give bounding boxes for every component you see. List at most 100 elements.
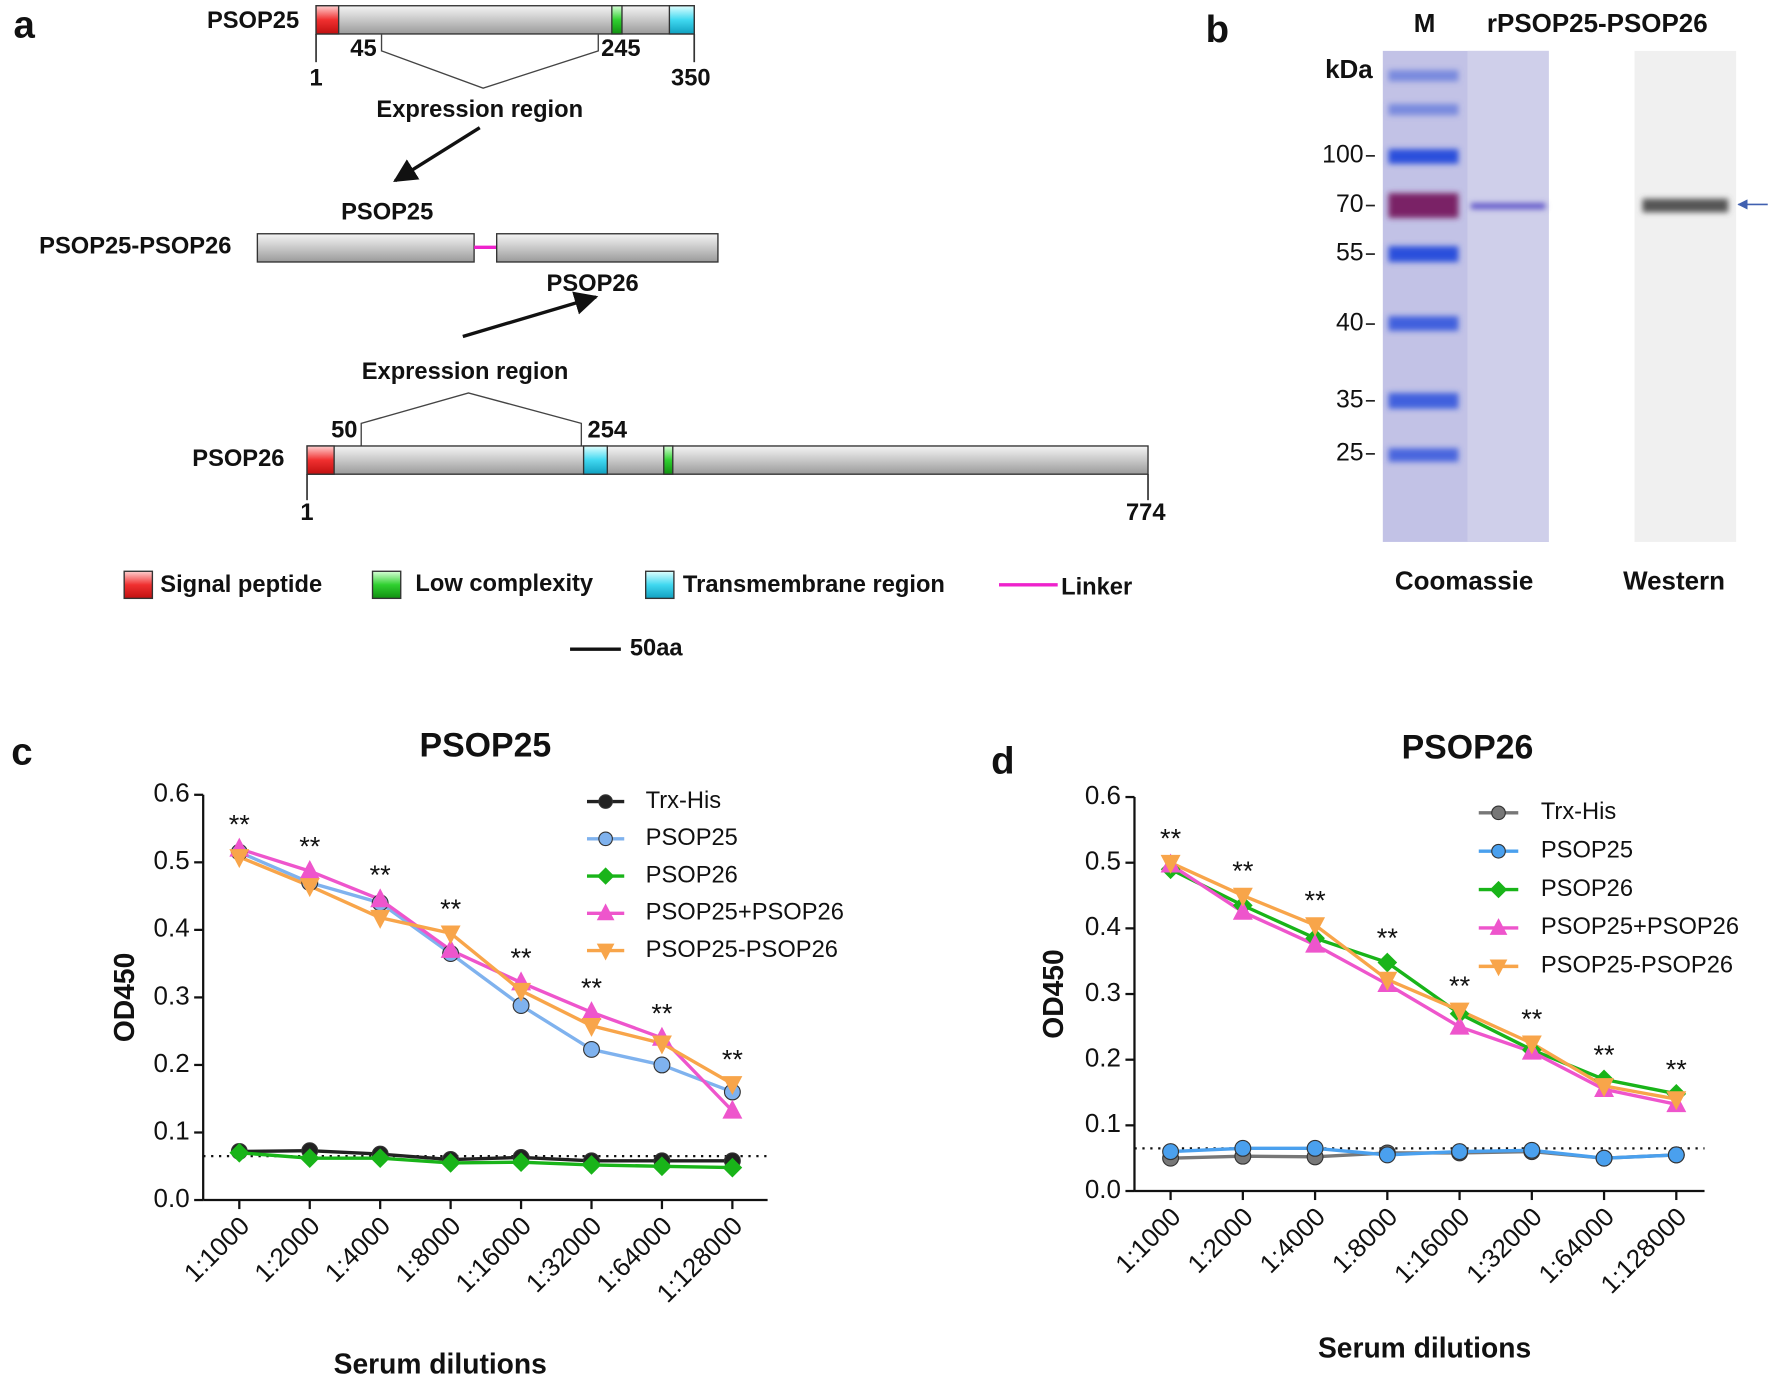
mw-labels: 100 70 55 40 35 25 bbox=[1322, 141, 1375, 466]
y-axis-label: OD450 bbox=[1037, 949, 1069, 1038]
data-point bbox=[299, 878, 320, 898]
y-tick-label: 0.4 bbox=[1085, 911, 1121, 941]
data-point bbox=[370, 909, 391, 929]
psop26-diagram: Expression region 50 254 PSOP26 1 774 bbox=[192, 359, 1166, 526]
legend-label: PSOP25-PSOP26 bbox=[1541, 953, 1733, 979]
legend-label: PSOP26 bbox=[1541, 876, 1633, 902]
x-tick-label: 1:4000 bbox=[319, 1210, 396, 1287]
data-point bbox=[651, 1035, 672, 1055]
data-point bbox=[1234, 1139, 1252, 1157]
legend-swatch bbox=[371, 570, 402, 600]
gel-band bbox=[1388, 70, 1459, 82]
x-tick-label: 1:2000 bbox=[248, 1210, 325, 1287]
western-blot bbox=[1634, 50, 1737, 542]
data-point bbox=[722, 1076, 743, 1096]
series-line bbox=[238, 855, 734, 1086]
line-chart: PSOP26 OD450 Serum dilutions 0.0 0.1 0.2 0.3 0.… bbox=[1037, 729, 1739, 1364]
protein-label: PSOP26 bbox=[192, 446, 284, 472]
legend-marker bbox=[1491, 805, 1506, 821]
data-point bbox=[1595, 1149, 1613, 1167]
marker-bands bbox=[1388, 70, 1546, 462]
region-bracket bbox=[360, 392, 583, 446]
data-point bbox=[722, 1157, 743, 1178]
data-point bbox=[370, 1148, 391, 1168]
significance: ** bbox=[1594, 1039, 1616, 1070]
legend-swatch bbox=[645, 570, 675, 600]
protein-label: PSOP25-PSOP26 bbox=[39, 234, 231, 260]
y-tick-label: 0.3 bbox=[154, 980, 190, 1010]
series-line bbox=[238, 847, 734, 1113]
series-line bbox=[238, 850, 733, 1094]
series-line bbox=[1169, 861, 1677, 1101]
y-tick-label: 0.2 bbox=[154, 1048, 190, 1078]
data-point bbox=[1305, 917, 1326, 937]
panel-letter: d bbox=[991, 739, 1014, 782]
x-tick-label: 1:1000 bbox=[178, 1210, 255, 1287]
data-point bbox=[1377, 952, 1398, 973]
data-point bbox=[440, 1153, 461, 1173]
position: 350 bbox=[671, 65, 711, 91]
position: 1 bbox=[309, 65, 322, 91]
data-point bbox=[583, 1040, 600, 1058]
gel-band bbox=[1388, 448, 1459, 462]
data-point bbox=[581, 1017, 602, 1037]
legend-label: Signal peptide bbox=[160, 572, 322, 598]
y-tick-label: 0.2 bbox=[1085, 1043, 1121, 1073]
x-tick-label: 1:32000 bbox=[1460, 1201, 1548, 1289]
arrow bbox=[393, 126, 481, 183]
signal-peptide bbox=[306, 445, 335, 475]
legend-swatch bbox=[123, 570, 154, 600]
position: 45 bbox=[350, 36, 376, 62]
significance: ** bbox=[651, 998, 673, 1029]
legend-label: PSOP26 bbox=[646, 862, 738, 888]
data-point bbox=[581, 1155, 602, 1175]
region-label: Expression region bbox=[362, 359, 569, 385]
series-line bbox=[1169, 863, 1677, 1106]
scale-label: 50aa bbox=[630, 635, 684, 661]
domain-legend: Signal peptide Low complexity Transmembr… bbox=[123, 570, 1132, 661]
data-point bbox=[1305, 933, 1326, 953]
data-point bbox=[299, 1148, 320, 1168]
legend-label: Low complexity bbox=[415, 571, 594, 597]
protein-bar bbox=[496, 233, 719, 263]
gel-band bbox=[1470, 203, 1546, 209]
data-point bbox=[1160, 854, 1181, 874]
chart-title: PSOP26 bbox=[1402, 729, 1534, 767]
legend-label: PSOP25-PSOP26 bbox=[646, 937, 838, 963]
significance: ** bbox=[440, 893, 462, 924]
significance: ** bbox=[229, 808, 251, 839]
significance: ** bbox=[1666, 1053, 1688, 1084]
position: 245 bbox=[601, 36, 641, 62]
fusion-diagram: PSOP25 PSOP25-PSOP26 PSOP26 bbox=[39, 200, 719, 339]
protein-label: PSOP25 bbox=[207, 8, 299, 34]
y-tick-label: 0.0 bbox=[154, 1183, 190, 1213]
data-point bbox=[229, 849, 250, 869]
data-point bbox=[1523, 1141, 1541, 1159]
gel-band bbox=[1388, 392, 1459, 409]
y-tick-label: 0.1 bbox=[154, 1115, 190, 1145]
x-axis-label: Serum dilutions bbox=[334, 1347, 547, 1379]
x-axis-label: Serum dilutions bbox=[1318, 1332, 1531, 1364]
legend-marker bbox=[1491, 843, 1506, 859]
data-point bbox=[511, 1152, 531, 1173]
data-point bbox=[1666, 1091, 1687, 1111]
significance: ** bbox=[1449, 970, 1471, 1001]
legend-label: PSOP25+PSOP26 bbox=[1541, 914, 1739, 940]
y-tick-label: 0.3 bbox=[1085, 977, 1121, 1007]
data-point bbox=[511, 982, 532, 1002]
part-label: PSOP26 bbox=[547, 271, 639, 297]
gel-band bbox=[1388, 316, 1459, 331]
legend-label: PSOP25+PSOP26 bbox=[646, 900, 844, 926]
data-point bbox=[1451, 1143, 1469, 1161]
protein-bar bbox=[256, 233, 475, 263]
x-tick-label: 1:32000 bbox=[520, 1210, 608, 1298]
significance: ** bbox=[722, 1043, 744, 1074]
series-line bbox=[239, 1151, 733, 1170]
data-point bbox=[1377, 971, 1398, 991]
mw-label: 40 bbox=[1336, 310, 1364, 337]
psop25-diagram: PSOP25 1 350 45 245 Expression region bbox=[207, 5, 711, 183]
significance: ** bbox=[511, 942, 533, 973]
part-label: PSOP25 bbox=[341, 200, 433, 226]
x-tick-label: 1:16000 bbox=[449, 1210, 537, 1298]
x-tick-label: 1:4000 bbox=[1254, 1201, 1331, 1278]
